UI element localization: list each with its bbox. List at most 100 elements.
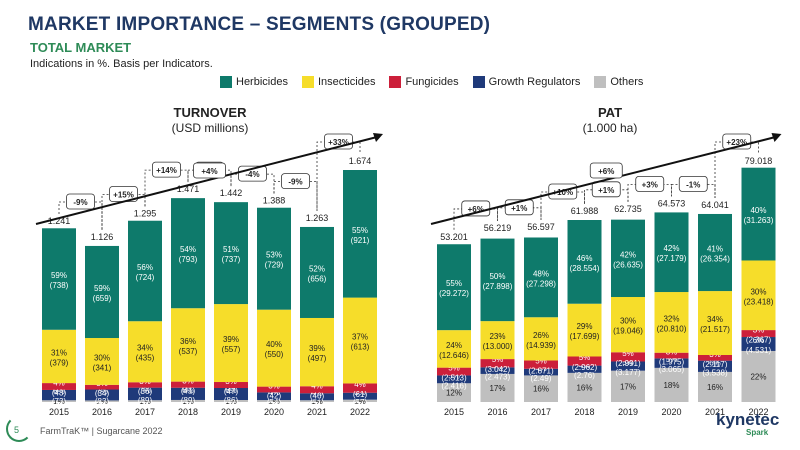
pat-label-pct-others-2016: 17% bbox=[489, 384, 505, 393]
turnover-change-label-5: -9% bbox=[288, 178, 302, 187]
page-subtitle: TOTAL MARKET bbox=[30, 40, 132, 55]
turnover-label-val-herbicides-2016: (659) bbox=[93, 294, 112, 303]
turnover-label-val-insecticides-2022: (613) bbox=[351, 343, 370, 352]
turnover-label-pct-growth-regulators-2019: 6% bbox=[225, 386, 237, 395]
turnover-overall-badge bbox=[193, 162, 226, 179]
turnover-label-pct-others-2019: 1% bbox=[225, 397, 237, 406]
page-corner-decoration bbox=[6, 416, 32, 442]
turnover-bar-insecticides-2020 bbox=[257, 309, 291, 387]
pat-label-pct-others-2015: 12% bbox=[446, 389, 462, 398]
pat-change-label-5: -1% bbox=[686, 180, 700, 189]
turnover-bar-insecticides-2022 bbox=[343, 297, 377, 384]
turnover-label-pct-herbicides-2016: 59% bbox=[94, 284, 110, 293]
pat-label-pct-herbicides-2019: 42% bbox=[620, 250, 636, 259]
pat-label-val-growth-regulators-2022: (4.531) bbox=[746, 346, 772, 355]
pat-bar-growth-regulators-2019 bbox=[611, 361, 645, 371]
turnover-label-val-growth-regulators-2015: (73) bbox=[52, 397, 67, 406]
pat-bar-insecticides-2020 bbox=[654, 292, 689, 353]
turnover-label-pct-growth-regulators-2016: 7% bbox=[96, 387, 108, 396]
turnover-label-pct-insecticides-2017: 34% bbox=[137, 344, 153, 353]
pat-change-label-4: +3% bbox=[642, 180, 658, 189]
legend-swatch-insecticides bbox=[301, 76, 314, 88]
turnover-label-pct-herbicides-2019: 51% bbox=[223, 245, 239, 254]
turnover-label-pct-growth-regulators-2020: 4% bbox=[268, 388, 280, 397]
pat-label-pct-growth-regulators-2018: 4% bbox=[579, 361, 591, 370]
turnover-label-val-insecticides-2020: (550) bbox=[265, 350, 284, 359]
turnover-label-pct-others-2017: 1% bbox=[139, 397, 151, 406]
pat-bar-others-2016 bbox=[480, 373, 515, 402]
turnover-label-pct-herbicides-2018: 54% bbox=[180, 245, 196, 254]
turnover-label-val-growth-regulators-2022: (57) bbox=[353, 398, 368, 407]
pat-total-2017: 56.597 bbox=[527, 222, 555, 232]
pat-bar-herbicides-2020 bbox=[654, 212, 689, 293]
pat-label-val-fungicides-2018: (2.962) bbox=[572, 363, 598, 372]
pat-label-pct-herbicides-2017: 48% bbox=[533, 269, 549, 278]
pat-xtick-2021: 2021 bbox=[705, 407, 725, 417]
legend: Herbicides Insecticides Fungicides Growt… bbox=[220, 76, 643, 88]
pat-bar-others-2017 bbox=[524, 375, 558, 402]
turnover-label-val-fungicides-2018: (41) bbox=[181, 387, 196, 396]
pat-label-val-insecticides-2019: (19.046) bbox=[613, 327, 643, 336]
pat-bar-herbicides-2016 bbox=[480, 238, 515, 322]
pat-bar-insecticides-2015 bbox=[437, 330, 471, 368]
turnover-bar-fungicides-2019 bbox=[214, 382, 248, 389]
pat-bar-insecticides-2016 bbox=[480, 321, 515, 360]
turnover-label-val-insecticides-2017: (435) bbox=[136, 354, 155, 363]
turnover-label-val-herbicides-2020: (729) bbox=[265, 261, 284, 270]
pat-bar-growth-regulators-2016 bbox=[480, 367, 515, 374]
pat-label-pct-others-2022: 22% bbox=[750, 372, 766, 381]
turnover-total-2021: 1.263 bbox=[306, 213, 329, 223]
turnover-label-pct-others-2015: 1% bbox=[53, 397, 65, 406]
turnover-label-pct-others-2021: 1% bbox=[311, 397, 323, 406]
pat-label-val-herbicides-2017: (27.298) bbox=[526, 279, 556, 288]
pat-bar-herbicides-2019 bbox=[611, 219, 645, 298]
turnover-label-val-insecticides-2021: (497) bbox=[308, 354, 327, 363]
pat-label-val-insecticides-2022: (23.418) bbox=[744, 297, 774, 306]
turnover-label-val-herbicides-2021: (656) bbox=[308, 274, 327, 283]
turnover-label-pct-herbicides-2021: 52% bbox=[309, 264, 325, 273]
turnover-bar-growth-regulators-2015 bbox=[42, 389, 76, 401]
turnover-label-val-insecticides-2018: (537) bbox=[179, 347, 198, 356]
turnover-bar-insecticides-2019 bbox=[214, 304, 248, 383]
pat-label-pct-others-2021: 16% bbox=[707, 383, 723, 392]
pat-bar-fungicides-2017 bbox=[524, 360, 558, 369]
pat-label-pct-fungicides-2015: 5% bbox=[448, 364, 460, 373]
pat-total-2021: 64.041 bbox=[701, 200, 729, 210]
legend-item-insecticides: Insecticides bbox=[301, 76, 375, 88]
turnover-bar-herbicides-2018 bbox=[171, 198, 205, 309]
turnover-label-val-insecticides-2019: (557) bbox=[222, 345, 241, 354]
pat-bar-insecticides-2022 bbox=[741, 260, 776, 331]
turnover-label-pct-others-2022: 1% bbox=[354, 397, 366, 406]
pat-bar-fungicides-2015 bbox=[437, 367, 471, 376]
turnover-change-badge-5 bbox=[281, 173, 310, 190]
pat-label-val-herbicides-2022: (31.263) bbox=[744, 216, 774, 225]
pat-change-badge-5 bbox=[678, 176, 708, 192]
turnover-xtick-2021: 2021 bbox=[307, 407, 327, 417]
pat-label-pct-insecticides-2019: 30% bbox=[620, 317, 636, 326]
turnover-bar-herbicides-2020 bbox=[257, 207, 291, 310]
pat-chart-title: PAT bbox=[597, 105, 623, 120]
pat-change-badge-3 bbox=[591, 181, 621, 198]
indication-note: Indications in %. Basis per Indicators. bbox=[30, 58, 213, 70]
turnover-bar-others-2019 bbox=[214, 400, 248, 402]
turnover-bar-herbicides-2017 bbox=[128, 220, 162, 322]
pat-bar-fungicides-2022 bbox=[741, 330, 776, 338]
turnover-total-2015: 1.241 bbox=[48, 216, 71, 226]
pat-label-pct-insecticides-2022: 30% bbox=[750, 287, 766, 296]
turnover-total-2017: 1.295 bbox=[134, 209, 157, 219]
pat-label-pct-others-2019: 17% bbox=[620, 382, 636, 391]
turnover-label-pct-herbicides-2020: 53% bbox=[266, 251, 282, 260]
pat-label-val-insecticides-2018: (17.699) bbox=[570, 332, 600, 341]
pat-bar-herbicides-2015 bbox=[437, 244, 471, 331]
pat-label-pct-insecticides-2017: 26% bbox=[533, 331, 549, 340]
legend-item-growth-regulators: Growth Regulators bbox=[472, 76, 580, 88]
turnover-chart-unit: (USD millions) bbox=[171, 121, 249, 135]
turnover-trend-arrowhead bbox=[373, 133, 383, 142]
pat-label-val-fungicides-2015: (2.513) bbox=[441, 374, 467, 383]
turnover-label-val-herbicides-2017: (724) bbox=[136, 273, 155, 282]
turnover-bar-herbicides-2021 bbox=[300, 226, 334, 318]
pat-label-pct-insecticides-2020: 32% bbox=[663, 314, 679, 323]
pat-bar-others-2015 bbox=[437, 383, 471, 402]
turnover-label-pct-growth-regulators-2021: 4% bbox=[311, 389, 323, 398]
